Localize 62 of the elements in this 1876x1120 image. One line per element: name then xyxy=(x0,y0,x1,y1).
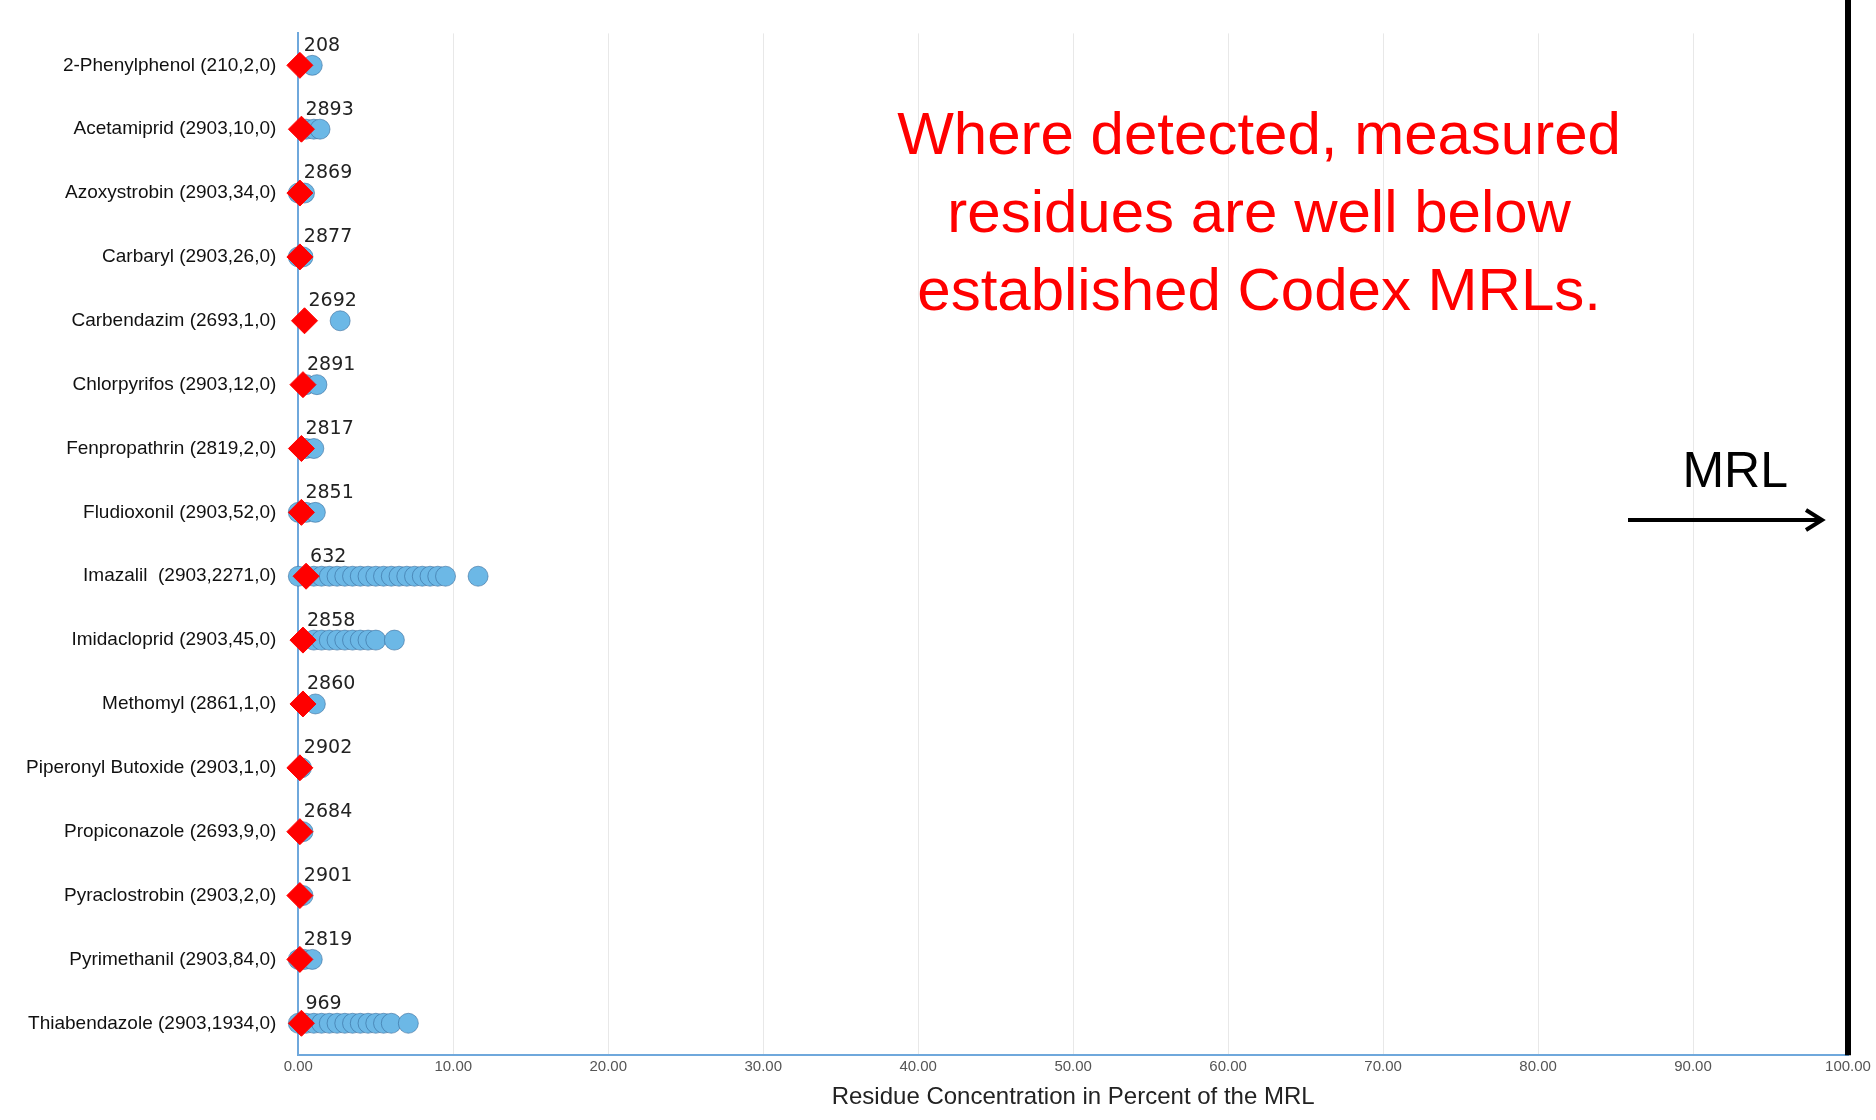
point xyxy=(286,818,314,846)
point xyxy=(286,882,314,910)
point xyxy=(287,498,315,526)
point xyxy=(286,51,314,79)
annotation: 2901 xyxy=(303,862,353,885)
y-tick-label: Pyrimethanil (2903,84,0) xyxy=(69,947,277,969)
annotation: 208 xyxy=(303,32,341,55)
y-tick-label: Methomyl (2861,1,0) xyxy=(102,692,277,714)
y-tick-label: Pyraclostrobin (2903,2,0) xyxy=(64,883,277,905)
point xyxy=(292,562,320,590)
annotation: 2869 xyxy=(303,160,353,183)
point xyxy=(286,945,314,973)
annotation: 2893 xyxy=(305,96,354,119)
y-tick-label: Piperonyl Butoxide (2903,1,0) xyxy=(25,756,277,778)
y-tick-label: Fenpropathrin (2819,2,0) xyxy=(66,436,277,458)
y-tick-label: Imidacloprid (2903,45,0) xyxy=(71,628,277,650)
y-tick-label: Acetamiprid (2903,10,0) xyxy=(73,117,277,139)
y-tick-label: Carbendazim (2693,1,0) xyxy=(71,309,277,331)
x-tick-label: 100.00 xyxy=(1825,1057,1871,1075)
x-tick-label: 60.00 xyxy=(1209,1057,1247,1075)
annotation: 2860 xyxy=(306,671,356,694)
point xyxy=(287,115,315,143)
x-tick-label: 90.00 xyxy=(1674,1057,1712,1075)
y-tick-label: Thiabendazole (2903,1934,0) xyxy=(28,1011,277,1033)
annotation: Where detected, measured residues are well below established Codex MRLs. xyxy=(896,99,1622,325)
annotation: 2817 xyxy=(305,415,354,438)
annotation: 2858 xyxy=(306,607,356,630)
y-tick-label: Fludioxonil (2903,52,0) xyxy=(83,500,277,522)
annotation: 2902 xyxy=(303,735,353,758)
x-tick-label: 80.00 xyxy=(1519,1057,1557,1075)
y-tick-label: Carbaryl (2903,26,0) xyxy=(102,245,277,267)
annotation: 2877 xyxy=(303,224,353,247)
ref-line-label: MRL xyxy=(1682,442,1788,499)
annotation: 2891 xyxy=(306,352,356,375)
y-tick-label: Azoxystrobin (2903,34,0) xyxy=(65,181,277,203)
x-axis-title: Residue Concentration in Percent of the MRL xyxy=(831,1082,1315,1110)
y-tick-label: Imazalil (2903,2271,0) xyxy=(83,564,277,586)
point xyxy=(291,307,319,335)
y-tick-label: Chlorpyrifos (2903,12,0) xyxy=(72,372,277,394)
annotation: 2692 xyxy=(308,288,357,311)
y-tick-label: Propiconazole (2693,9,0) xyxy=(64,819,277,841)
annotation: 632 xyxy=(310,543,347,566)
annotation: 2851 xyxy=(305,479,354,502)
point xyxy=(287,435,315,463)
x-tick-label: 20.00 xyxy=(589,1057,628,1075)
point xyxy=(289,690,317,718)
annotation: 969 xyxy=(305,990,342,1013)
x-tick-label: 70.00 xyxy=(1364,1057,1402,1075)
x-tick-label: 30.00 xyxy=(744,1057,782,1075)
x-tick-label: 50.00 xyxy=(1054,1057,1092,1075)
point xyxy=(286,243,314,271)
point xyxy=(289,371,317,399)
point xyxy=(286,179,314,207)
y-tick-label: 2-Phenylphenol (210,2,0) xyxy=(62,53,277,75)
annotation: 2684 xyxy=(303,799,353,822)
point xyxy=(289,626,317,654)
x-tick-label: 40.00 xyxy=(899,1057,937,1075)
annotation: 2819 xyxy=(303,926,353,949)
point xyxy=(286,754,314,782)
x-tick-label: 10.00 xyxy=(434,1057,473,1075)
x-tick-label: 0.00 xyxy=(283,1057,313,1075)
point xyxy=(287,1009,315,1037)
